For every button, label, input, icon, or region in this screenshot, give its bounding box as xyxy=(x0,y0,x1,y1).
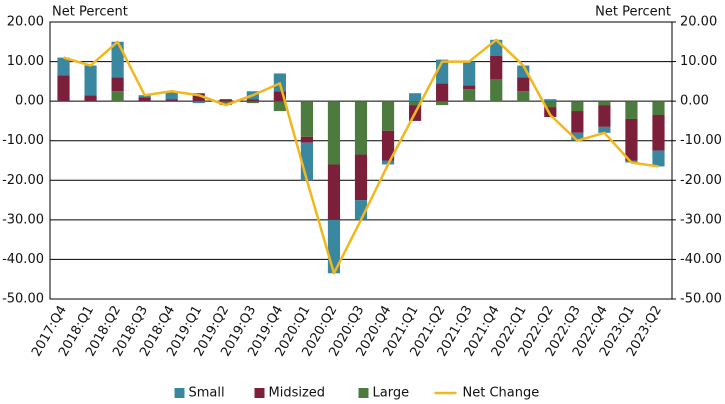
y-tick-label: -40.00 xyxy=(2,252,44,267)
legend-swatch xyxy=(358,388,369,398)
y-tick-label: 0.00 xyxy=(15,94,44,109)
line xyxy=(63,38,659,275)
y2-tick-label: 10.00 xyxy=(680,54,717,69)
bar xyxy=(381,101,395,131)
y2-tick-label: 0.00 xyxy=(680,94,709,109)
y2-tick-label: -10.00 xyxy=(680,133,722,148)
legend-label: Net Change xyxy=(463,386,540,401)
y2-tick-label: -50.00 xyxy=(680,292,722,307)
bar xyxy=(84,65,97,96)
bar xyxy=(111,91,124,102)
bar xyxy=(625,101,638,119)
bar xyxy=(463,85,476,90)
bar xyxy=(381,130,395,161)
y-tick-label: 10.00 xyxy=(7,54,44,69)
bar xyxy=(300,101,313,137)
bar xyxy=(138,97,151,102)
bar xyxy=(165,99,178,102)
y-tick-label: 20.00 xyxy=(7,15,44,30)
bar xyxy=(517,91,530,102)
bar xyxy=(517,77,530,92)
bar xyxy=(327,101,341,165)
bar xyxy=(652,101,665,115)
y-axis-title: Net Percent xyxy=(52,5,128,20)
y-tick-label: -50.00 xyxy=(2,292,44,307)
legend-swatch xyxy=(254,388,265,398)
y-tick-label: -30.00 xyxy=(2,212,44,227)
bar xyxy=(544,107,557,117)
bar xyxy=(219,101,232,106)
y2-tick-label: -30.00 xyxy=(680,212,722,227)
y2-tick-label: -40.00 xyxy=(680,252,722,267)
bar xyxy=(544,101,557,108)
bar xyxy=(544,99,557,102)
bar xyxy=(84,95,97,102)
legend-swatch xyxy=(174,388,185,398)
legend-label: Small xyxy=(189,386,225,401)
bar xyxy=(246,99,259,102)
bar xyxy=(652,150,665,167)
bar xyxy=(598,101,611,106)
bar xyxy=(571,132,584,141)
bar xyxy=(165,91,178,100)
bar xyxy=(57,75,70,102)
bar xyxy=(111,41,124,78)
bar xyxy=(571,111,584,133)
bar xyxy=(409,101,422,106)
y-tick-label: -10.00 xyxy=(2,133,44,148)
bar xyxy=(490,79,503,102)
bar xyxy=(436,83,449,102)
bar xyxy=(598,105,611,127)
bar xyxy=(625,118,638,161)
bar xyxy=(354,101,368,155)
bar xyxy=(436,101,449,106)
bar xyxy=(517,65,530,78)
bar xyxy=(571,101,584,112)
bar xyxy=(354,154,368,201)
bar xyxy=(273,91,286,102)
bar xyxy=(598,126,611,133)
bar xyxy=(111,77,124,92)
bar xyxy=(192,93,205,102)
y2-tick-label: 20.00 xyxy=(680,15,717,30)
legend-label: Large xyxy=(373,386,410,401)
bar xyxy=(300,136,313,143)
bar xyxy=(463,89,476,102)
plot-frame xyxy=(49,21,673,300)
bar xyxy=(409,93,422,102)
y2-axis-title: Net Percent xyxy=(595,5,671,20)
y2-tick-label: -20.00 xyxy=(680,173,722,188)
bar xyxy=(327,164,341,220)
bar xyxy=(57,57,70,76)
bar xyxy=(273,101,286,112)
bar xyxy=(490,55,503,80)
bar xyxy=(652,114,665,151)
bar xyxy=(463,61,476,86)
bar xyxy=(192,101,205,104)
y-tick-label: -20.00 xyxy=(2,173,44,188)
legend-label: Midsized xyxy=(269,386,326,401)
bar xyxy=(246,101,259,104)
bar xyxy=(219,99,232,102)
